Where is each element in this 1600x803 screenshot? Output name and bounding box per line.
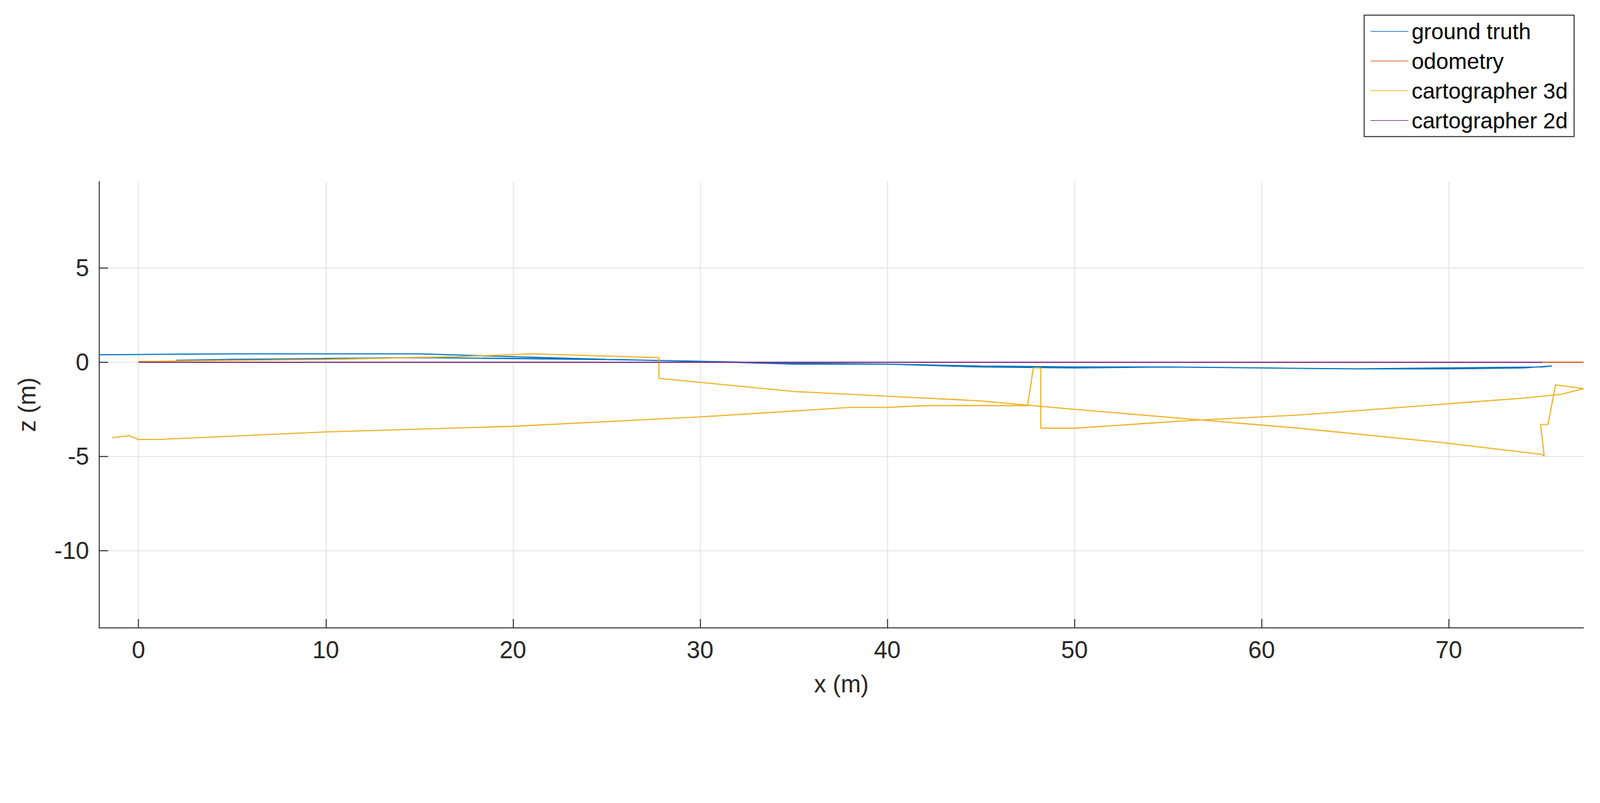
svg-text:0: 0 <box>75 348 90 376</box>
svg-text:x (m): x (m) <box>814 670 870 698</box>
svg-text:z (m): z (m) <box>13 377 41 433</box>
svg-text:5: 5 <box>75 254 90 282</box>
svg-text:cartographer 3d: cartographer 3d <box>1411 78 1568 104</box>
svg-text:50: 50 <box>1060 636 1088 664</box>
svg-text:20: 20 <box>499 636 526 664</box>
svg-text:cartographer 2d: cartographer 2d <box>1411 108 1568 133</box>
svg-text:10: 10 <box>312 636 339 664</box>
svg-text:70: 70 <box>1435 636 1463 664</box>
svg-text:30: 30 <box>686 636 714 664</box>
svg-text:-5: -5 <box>67 443 90 470</box>
svg-text:60: 60 <box>1248 636 1276 664</box>
svg-text:0: 0 <box>132 636 146 664</box>
svg-text:40: 40 <box>873 636 901 664</box>
svg-text:-10: -10 <box>54 537 90 564</box>
svg-text:odometry: odometry <box>1411 48 1504 74</box>
svg-text:ground truth: ground truth <box>1411 18 1532 44</box>
